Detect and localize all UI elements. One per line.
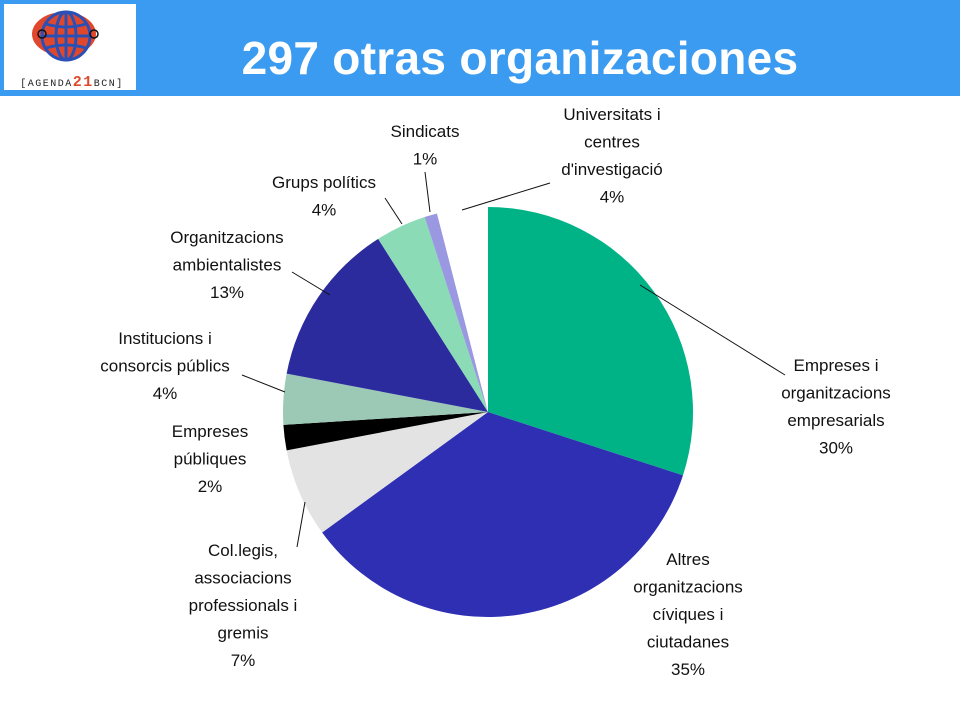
slice-name-label: Organitzacions bbox=[170, 228, 283, 247]
leader-line bbox=[241, 374, 286, 393]
pie-slice bbox=[437, 207, 488, 412]
slice-percent-label: 4% bbox=[153, 384, 178, 403]
slice-name-label: Grups polítics bbox=[272, 173, 376, 192]
pie-slice bbox=[424, 213, 488, 412]
slice-label: Universitats i centres d'investigació 4% bbox=[561, 105, 663, 207]
pie-slice bbox=[282, 373, 488, 425]
slice-name-label: Altres bbox=[666, 550, 709, 569]
slice-label: Altres organitzacions cíviques i ciutadanes… bbox=[633, 550, 743, 679]
leader-line bbox=[384, 197, 403, 225]
pie-slice bbox=[286, 238, 488, 412]
slice-name-label: empresarials bbox=[787, 411, 884, 430]
pie-slice bbox=[283, 412, 488, 451]
globe-icon bbox=[32, 10, 99, 62]
slice-name-label: professionals i bbox=[189, 596, 298, 615]
leader-line bbox=[291, 271, 331, 296]
slice-label: Institucions i consorcis públics 4% bbox=[100, 329, 229, 403]
leader-line bbox=[296, 501, 306, 548]
slice-percent-label: 13% bbox=[210, 283, 244, 302]
slice-name-label: públiques bbox=[174, 450, 247, 469]
slice-labels: Empreses i organitzacions empresarials 30% A… bbox=[100, 105, 891, 679]
slice-percent-label: 7% bbox=[231, 651, 256, 670]
header-bar: [AGENDA21BCN] 297 otras organizaciones bbox=[0, 0, 960, 96]
slice-name-label: ciutadanes bbox=[647, 633, 729, 652]
slice-name-label: organitzacions bbox=[633, 578, 743, 597]
pie-slice bbox=[286, 412, 488, 533]
slice-name-label: organitzacions bbox=[781, 384, 891, 403]
leader-line bbox=[639, 284, 786, 376]
slice-name-label: consorcis públics bbox=[100, 357, 229, 376]
slice-name-label: Col.legis, bbox=[208, 541, 278, 560]
slice-percent-label: 4% bbox=[600, 188, 625, 207]
slice-label: Grups polítics 4% bbox=[272, 173, 376, 220]
pie-chart: Empreses i organitzacions empresarials 30% A… bbox=[100, 105, 891, 679]
slice-name-label: centres bbox=[584, 133, 640, 152]
logo: [AGENDA21BCN] bbox=[4, 4, 136, 91]
slice-percent-label: 4% bbox=[312, 201, 337, 220]
slice-percent-label: 30% bbox=[819, 439, 853, 458]
slice-name-label: Empreses bbox=[172, 422, 249, 441]
leader-line bbox=[424, 171, 431, 213]
slice-label: Sindicats 1% bbox=[391, 122, 460, 169]
logo-text: [AGENDA21BCN] bbox=[20, 74, 124, 91]
slice-name-label: Sindicats bbox=[391, 122, 460, 141]
slice-label: Col.legis, associacions professionals i gre… bbox=[189, 541, 298, 670]
pie-slice bbox=[488, 207, 694, 476]
slice-name-label: cíviques i bbox=[653, 605, 724, 624]
slice-name-label: ambientalistes bbox=[173, 256, 282, 275]
slice-name-label: d'investigació bbox=[561, 160, 663, 179]
slice-label: Empreses públiques 2% bbox=[172, 422, 249, 496]
leader-line bbox=[461, 182, 551, 211]
slice-name-label: associacions bbox=[194, 569, 291, 588]
slice-name-label: Institucions i bbox=[118, 329, 212, 348]
slice-percent-label: 2% bbox=[198, 477, 223, 496]
leader-lines bbox=[241, 171, 786, 548]
slice-name-label: Universitats i bbox=[563, 105, 660, 124]
pie-slices bbox=[282, 207, 694, 618]
slice-percent-label: 35% bbox=[671, 660, 705, 679]
page-title: 297 otras organizaciones bbox=[241, 32, 799, 84]
slice-name-label: Empreses i bbox=[793, 356, 878, 375]
pie-slice bbox=[378, 217, 488, 412]
slice-label: Organitzacions ambientalistes 13% bbox=[170, 228, 283, 302]
slice-name-label: gremis bbox=[217, 624, 268, 643]
slice-label: Empreses i organitzacions empresarials 30% bbox=[781, 356, 891, 458]
pie-slice bbox=[322, 412, 683, 618]
slice-percent-label: 1% bbox=[413, 150, 438, 169]
